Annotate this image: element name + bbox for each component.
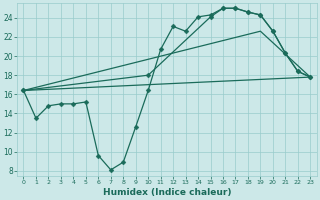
X-axis label: Humidex (Indice chaleur): Humidex (Indice chaleur) (103, 188, 231, 197)
